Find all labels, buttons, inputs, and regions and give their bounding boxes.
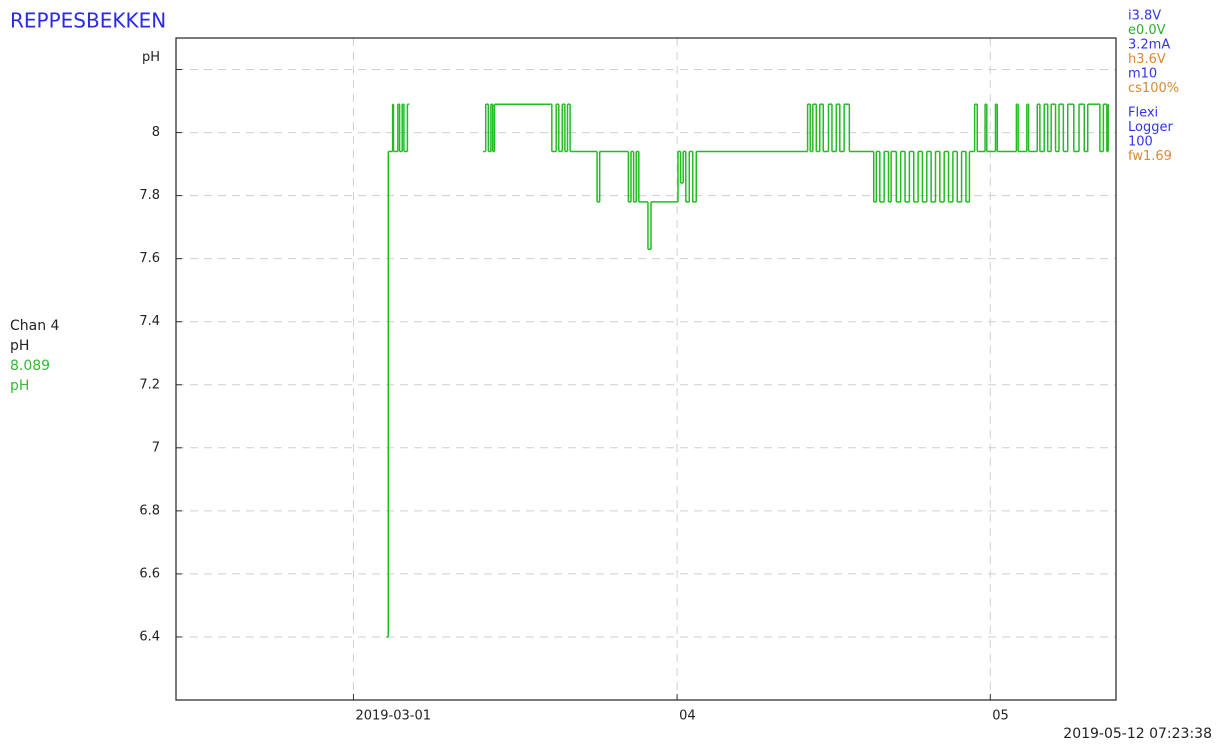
status-text: m10 [1128, 67, 1157, 82]
y-tick-label: 7.8 [139, 188, 160, 203]
reading-unit: pH [10, 378, 29, 394]
status-text: Logger [1128, 120, 1173, 135]
status-text: 3.2mA [1128, 38, 1170, 53]
y-tick-label: 7.6 [139, 251, 160, 266]
y-tick-label: pH [142, 50, 160, 65]
y-tick-label: 7.2 [139, 377, 160, 392]
chart-title: REPPESBEKKEN [10, 9, 166, 33]
status-text: 100 [1128, 135, 1153, 150]
status-text: i3.8V [1128, 9, 1161, 24]
x-tick-label: 04 [679, 709, 696, 724]
x-tick-label: 05 [992, 709, 1009, 724]
plot-frame [175, 37, 1117, 701]
y-tick-label: 7 [152, 440, 160, 455]
channel-name: Chan 4 [10, 318, 60, 334]
y-tick-label: 6.6 [139, 566, 160, 581]
timestamp: 2019-05-12 07:23:38 [1063, 726, 1212, 742]
status-text: fw1.69 [1128, 149, 1172, 164]
status-text: Flexi [1128, 106, 1158, 121]
status-text: h3.6V [1128, 52, 1166, 67]
y-tick-label: 6.8 [139, 503, 160, 518]
y-tick-label: 6.4 [139, 629, 160, 644]
status-text: cs100% [1128, 81, 1179, 96]
channel-unit: pH [10, 338, 29, 354]
y-tick-label: 8 [152, 125, 160, 140]
y-tick-label: 7.4 [139, 314, 160, 329]
channel-reading: 8.089 [10, 358, 50, 374]
x-tick-label: 2019-03-01 [355, 709, 431, 724]
status-text: e0.0V [1128, 23, 1166, 38]
